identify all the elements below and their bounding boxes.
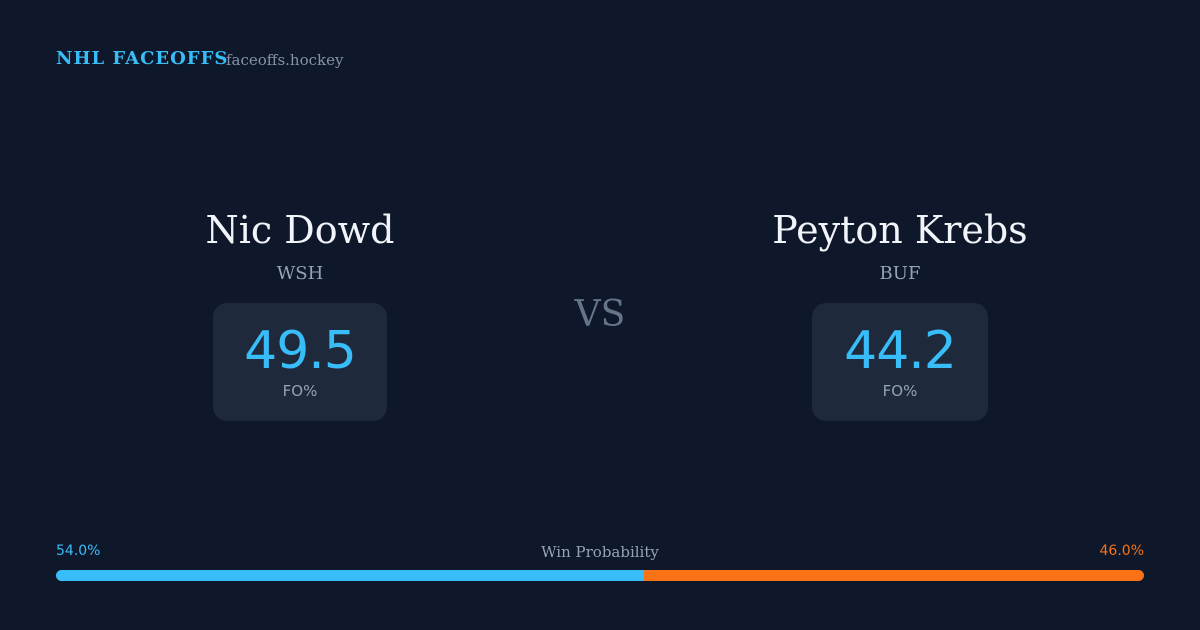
team: BUF xyxy=(879,263,921,284)
win-prob-bar xyxy=(56,570,1144,581)
stat-box: 49.5 FO% xyxy=(213,303,387,421)
team: WSH xyxy=(276,263,324,284)
player-right: Peyton Krebs BUF 44.2 FO% xyxy=(700,200,1100,421)
win-prob-segment xyxy=(643,570,1144,581)
win-prob-segment xyxy=(56,570,644,581)
player-name: Peyton Krebs xyxy=(772,208,1028,252)
fo-label: FO% xyxy=(882,382,918,400)
site: faceoffs.hockey xyxy=(226,51,344,69)
vs: VS xyxy=(574,294,626,335)
fo-label: FO% xyxy=(282,382,318,400)
player-name: Nic Dowd xyxy=(205,208,395,252)
win-prob-right: 46.0% xyxy=(1099,543,1144,559)
win-prob-title: Win Probability xyxy=(541,543,659,561)
player-left: Nic Dowd WSH 49.5 FO% xyxy=(100,200,500,421)
stat-box: 44.2 FO% xyxy=(812,303,988,421)
brand: NHL FACEOFFS xyxy=(56,48,229,69)
fo-pct: 49.5 xyxy=(244,321,357,381)
fo-pct: 44.2 xyxy=(844,321,957,381)
win-prob-left: 54.0% xyxy=(56,543,101,559)
